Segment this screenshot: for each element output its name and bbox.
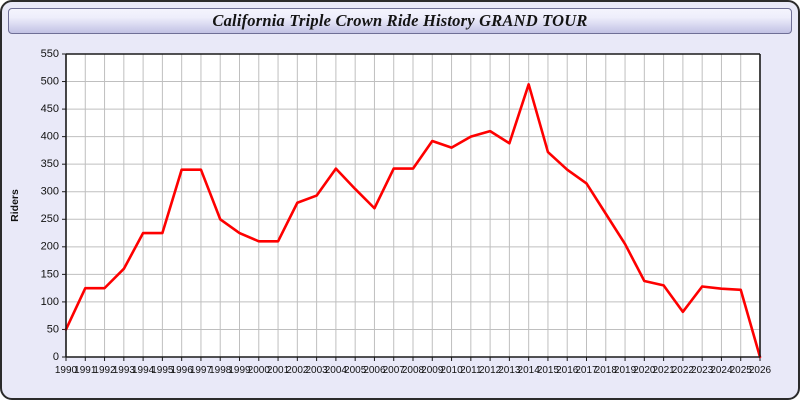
x-axis-tick-label: 1997	[190, 365, 213, 376]
y-axis-tick-label: 50	[47, 323, 59, 335]
x-axis-tick-label: 1992	[93, 365, 116, 376]
x-axis-tick-label: 1996	[171, 365, 194, 376]
x-axis-tick-label: 2004	[325, 365, 348, 376]
x-axis-tick-label: 1990	[55, 365, 78, 376]
x-axis-tick-label: 2022	[672, 365, 695, 376]
chart-plot-area: 0 50 100 150 200 250 300 350 400 450 500 550 1990 19…	[2, 36, 800, 402]
x-axis-tick-label: 2003	[305, 365, 328, 376]
x-axis-tick-label: 1995	[151, 365, 174, 376]
data-series-riders	[64, 83, 762, 359]
x-axis-tick-label: 2000	[248, 365, 271, 376]
axis-lines	[65, 53, 761, 358]
x-axis-tick-label: 2001	[267, 365, 290, 376]
x-axis-tick-label: 2010	[440, 365, 463, 376]
y-axis-tick-label: 300	[41, 186, 59, 198]
x-axis-tick-label: 2025	[730, 365, 753, 376]
page-title: California Triple Crown Ride History GRA…	[212, 11, 588, 30]
x-axis-tick-label: 1993	[113, 365, 136, 376]
x-axis-tick-label: 2012	[479, 365, 502, 376]
x-axis-tick-label: 1991	[74, 365, 97, 376]
y-axis-tick-label: 0	[53, 351, 59, 363]
y-axis-tick-label: 150	[41, 268, 59, 280]
x-axis-tick-label: 2016	[556, 365, 579, 376]
x-axis-tick-label: 2018	[595, 365, 618, 376]
y-axis-tick-label: 500	[41, 75, 59, 87]
x-axis-tick-label: 2015	[537, 365, 560, 376]
x-axis-tick-label: 2021	[652, 365, 675, 376]
grid-group	[65, 54, 761, 357]
y-axis-tick-labels: 0 50 100 150 200 250 300 350 400 450 500 550	[41, 48, 59, 363]
x-axis-tick-label: 2006	[363, 365, 386, 376]
x-axis-tick-label: 2005	[344, 365, 367, 376]
x-axis-tick-label: 2008	[402, 365, 425, 376]
y-axis-tick-label: 350	[41, 158, 59, 170]
y-axis-tick-label: 200	[41, 241, 59, 253]
x-axis-tick-label: 2014	[518, 365, 541, 376]
x-axis-tick-label: 2002	[286, 365, 309, 376]
x-axis-tick-label: 2007	[383, 365, 406, 376]
x-axis-tick-label: 2019	[614, 365, 637, 376]
x-axis-tick-label: 2024	[710, 365, 733, 376]
x-axis-tick-label: 1994	[132, 365, 155, 376]
y-axis-tick-label: 400	[41, 131, 59, 143]
y-axis-tick-label: 250	[41, 213, 59, 225]
x-axis-tick-label: 2026	[749, 365, 772, 376]
x-axis-tick-label: 2013	[498, 365, 521, 376]
x-axis-tick-label: 1999	[228, 365, 251, 376]
y-axis-title: Riders	[9, 189, 21, 222]
x-axis-tick-label: 2017	[575, 365, 598, 376]
window-title-bar: California Triple Crown Ride History GRA…	[8, 8, 792, 34]
x-axis-tick-label: 2023	[691, 365, 714, 376]
x-axis-tick-label: 1998	[209, 365, 232, 376]
x-axis-tick-label: 2020	[633, 365, 656, 376]
y-axis-tick-label: 550	[41, 48, 59, 60]
y-axis-tick-label: 100	[41, 296, 59, 308]
x-axis-tick-labels: 1990199119921993199419951996199719981999…	[55, 365, 772, 376]
x-axis-tick-label: 2011	[460, 365, 482, 376]
y-axis-tick-label: 450	[41, 103, 59, 115]
x-axis-tick-label: 2009	[421, 365, 444, 376]
